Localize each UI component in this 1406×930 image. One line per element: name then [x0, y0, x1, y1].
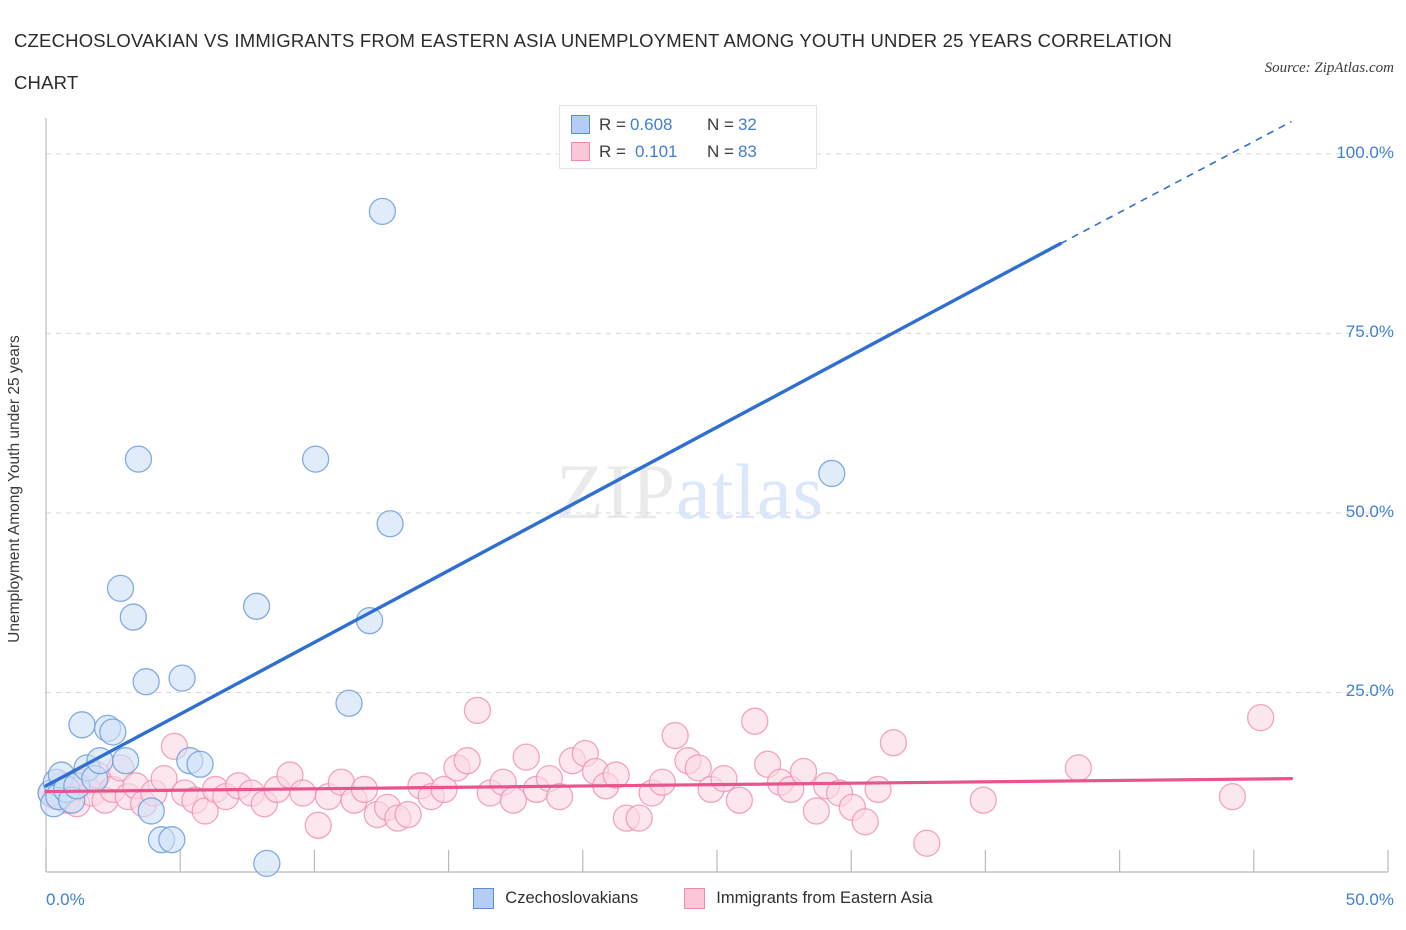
data-point: [684, 754, 712, 782]
data-point: [186, 750, 214, 778]
data-point: [1247, 703, 1275, 732]
stats-row-czechoslovakians: R = 0.608 N = 32: [571, 111, 806, 138]
correlation-stats-box: R = 0.608 N = 32 R = 0.101 N = 83: [559, 105, 817, 169]
stats-r-czechoslovakians: R = 0.608: [599, 115, 695, 135]
page-title: CZECHOSLOVAKIAN VS IMMIGRANTS FROM EASTE…: [14, 20, 1214, 104]
data-point: [158, 826, 186, 854]
data-point: [253, 849, 281, 878]
data-point: [625, 804, 653, 832]
source-attribution: Source: ZipAtlas.com: [1264, 60, 1394, 76]
data-point: [242, 592, 271, 620]
data-point: [301, 445, 330, 473]
data-point: [789, 757, 818, 786]
data-point: [512, 743, 540, 771]
data-point: [111, 747, 140, 775]
x-axis-ticks: [45, 850, 1389, 872]
data-point: [68, 711, 96, 739]
data-point: [802, 797, 831, 825]
stats-r-value-blue: 0.608: [629, 114, 673, 134]
data-point: [368, 197, 397, 226]
data-point: [602, 761, 630, 789]
page-title-line-2: CHART: [14, 72, 79, 93]
stats-row-immigrants-from-eastern-asia: R = 0.101 N = 83: [571, 138, 806, 165]
data-point: [132, 668, 160, 696]
trendline-czechoslovakians: [44, 120, 1292, 788]
data-point: [137, 797, 165, 825]
data-point: [499, 786, 528, 814]
data-point: [463, 696, 492, 725]
data-point: [864, 775, 892, 804]
data-point: [124, 445, 153, 473]
legend-item-czechoslovakians[interactable]: Czechoslovakians: [473, 888, 638, 909]
data-point: [545, 782, 574, 811]
page-title-line-1: CZECHOSLOVAKIAN VS IMMIGRANTS FROM EASTE…: [14, 30, 1173, 51]
legend-label-czechoslovakians: Czechoslovakians: [505, 889, 639, 907]
stats-r-label-pink: R =: [599, 141, 626, 161]
x-axis-tick-label-min: 0.0%: [46, 890, 85, 909]
data-point: [710, 764, 738, 793]
stats-n-label-pink: N =: [707, 141, 734, 161]
data-point: [99, 718, 127, 746]
data-point: [1218, 782, 1247, 811]
legend-swatch-czechoslovakians: [473, 888, 495, 909]
data-point: [879, 729, 908, 757]
stats-n-czechoslovakians: N = 32: [707, 115, 757, 135]
data-point: [648, 768, 676, 796]
data-point: [335, 689, 363, 717]
data-point: [851, 808, 879, 836]
x-axis-tick-label-max: 50.0%: [1345, 890, 1394, 909]
stats-swatch-pink: [571, 142, 590, 161]
data-point: [969, 786, 997, 814]
data-point: [741, 707, 769, 735]
data-point: [430, 775, 458, 804]
chart-legend: Czechoslovakians Immigrants from Eastern…: [0, 888, 1406, 909]
stats-r-immigrants: R = 0.101: [599, 142, 695, 162]
legend-item-immigrants-from-eastern-asia[interactable]: Immigrants from Eastern Asia: [684, 888, 933, 909]
data-point: [376, 510, 404, 538]
legend-swatch-immigrants-from-eastern-asia: [684, 888, 706, 909]
data-point: [168, 664, 196, 692]
data-point: [119, 603, 147, 631]
y-axis-tick-label-100: 100.0%: [1336, 142, 1394, 162]
stats-r-value-pink: 0.101: [634, 141, 678, 161]
data-point: [106, 574, 135, 603]
stats-n-label-blue: N =: [707, 114, 734, 134]
stats-swatch-blue: [571, 115, 590, 134]
scatter-points-immigrants-from-eastern-asia: [37, 696, 1275, 857]
legend-label-immigrants-from-eastern-asia: Immigrants from Eastern Asia: [716, 889, 933, 907]
data-point: [818, 459, 846, 488]
y-axis-tick-label-25: 25.0%: [1345, 681, 1394, 701]
data-point: [289, 779, 317, 807]
stats-n-value-blue: 32: [737, 114, 757, 134]
axis-lines: [45, 118, 1388, 873]
data-point: [913, 829, 941, 857]
data-point: [661, 721, 689, 750]
trendline-immigrants-from-eastern-asia: [44, 777, 1294, 794]
data-point: [725, 786, 754, 814]
scatter-points-czechoslovakians: [37, 197, 846, 878]
stats-n-value-pink: 83: [737, 141, 757, 161]
data-point: [304, 811, 332, 839]
y-axis-tick-label-50: 50.0%: [1345, 501, 1394, 521]
data-point: [453, 747, 481, 775]
stats-n-immigrants: N = 83: [707, 142, 757, 162]
y-axis-tick-label-75: 75.0%: [1345, 322, 1394, 342]
data-point: [394, 800, 422, 829]
data-point: [1064, 754, 1092, 782]
stats-r-label-blue: R =: [599, 114, 626, 134]
